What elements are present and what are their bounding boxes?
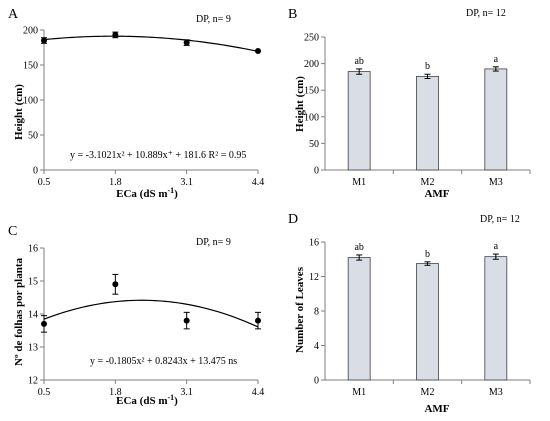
panel-d-y-tick-label: 8	[314, 307, 319, 318]
panel-b-x-tick-label: M3	[489, 177, 503, 188]
panel-b-sample-note: DP, n= 12	[466, 8, 506, 19]
panel-c-y-tick-label: 16	[28, 244, 38, 255]
panel-c: C DP, n= 9 Nº de folhas por planta ECa (…	[8, 224, 264, 407]
panel-c-y-tick-label: 15	[28, 277, 38, 288]
panel-a-data-point	[41, 37, 47, 44]
panel-c-data-point	[112, 281, 119, 288]
panel-a-trend-curve	[43, 35, 259, 52]
panel-b-bar	[484, 68, 508, 171]
panel-d-y-tick-label: 0	[314, 376, 319, 387]
panel-d-x-tick-label: M3	[489, 387, 503, 398]
panel-b-significance-letter: ab	[354, 56, 363, 67]
panel-a-y-tick-label: 150	[23, 61, 38, 72]
panel-a-sample-note: DP, n= 9	[196, 14, 231, 25]
panel-a-y-axis-label: Height (cm)	[13, 84, 25, 140]
panel-a-data-point	[183, 39, 190, 46]
panel-d-x-tick-label: M1	[352, 387, 366, 398]
panel-b-y-tick-label: 0	[314, 166, 319, 177]
panel-c-letter: C	[8, 224, 17, 239]
panel-a-y-tick-label: 100	[23, 96, 38, 107]
panel-a-data-point	[255, 48, 261, 54]
panel-b-x-tick-label: M2	[421, 177, 435, 188]
panel-b-significance-letter: b	[425, 61, 430, 72]
panel-c-x-axis-label: ECa (dS m-1)	[116, 393, 178, 407]
panel-c-y-tick-label: 14	[28, 310, 38, 321]
panel-a-x-tick-label: 0.5	[38, 177, 51, 188]
panel-c-trend-curve	[43, 299, 259, 328]
panel-d-y-tick-label: 16	[309, 238, 319, 249]
panel-d-letter: D	[288, 212, 298, 227]
panel-b-letter: B	[288, 7, 297, 22]
panel-c-data-point	[255, 317, 261, 324]
panel-d-y-axis-label: Number of Leaves	[294, 266, 306, 353]
panel-b-y-tick-label: 100	[304, 112, 319, 123]
panel-c-data-point	[41, 320, 47, 327]
panel-d-sample-note: DP, n= 12	[480, 214, 520, 225]
panel-a-y-tick-label: 200	[23, 26, 38, 37]
panel-c-y-axis-label: Nº de folhas por planta	[13, 258, 25, 366]
panel-c-sample-note: DP, n= 9	[196, 237, 231, 248]
panel-c-regression-equation: y = -0.1805x² + 0.8243x + 13.475 ns	[90, 356, 237, 367]
panel-b: B DP, n= 12 Height (cm) AMF 0 50 100 150 200…	[288, 7, 531, 200]
panel-a-regression-equation: y = -3.1021x² + 10.889x⁺ + 181.6 R² = 0.…	[70, 150, 246, 161]
panel-b-y-tick-label: 50	[309, 139, 319, 150]
panel-c-y-tick-label: 13	[28, 343, 38, 354]
panel-a-y-tick-label: 0	[33, 166, 38, 177]
panel-d-x-tick-label: M2	[421, 387, 435, 398]
panel-d-bar	[347, 257, 371, 381]
panel-a-y-tick-label: 50	[28, 131, 38, 142]
panel-a-letter: A	[8, 7, 19, 22]
panel-a-x-tick-label: 1.8	[109, 177, 122, 188]
panel-d-bar	[416, 263, 439, 381]
panel-a-data-point	[112, 31, 119, 38]
panel-d-bar	[484, 256, 508, 381]
panel-d: D DP, n= 12 Number of Leaves AMF 0 4 8 12 16…	[288, 212, 531, 415]
panel-b-y-tick-label: 250	[304, 33, 319, 44]
panel-d-significance-letter: ab	[354, 242, 363, 253]
panel-c-x-tick-label: 4.4	[252, 387, 265, 398]
panel-b-y-tick-label: 200	[304, 59, 319, 70]
panel-c-x-tick-label: 3.1	[180, 387, 193, 398]
panel-b-y-axis-label: Height (cm)	[294, 76, 306, 132]
panel-d-y-tick-label: 4	[314, 341, 319, 352]
panel-a-x-tick-label: 3.1	[180, 177, 193, 188]
panel-c-x-tick-label: 0.5	[38, 387, 51, 398]
panel-d-significance-letter: b	[425, 249, 430, 260]
panel-d-y-tick-label: 12	[309, 272, 319, 283]
panel-c-x-tick-label: 1.8	[109, 387, 122, 398]
panel-d-significance-letter: a	[494, 241, 499, 252]
panel-b-x-axis-label: AMF	[424, 188, 449, 200]
panel-c-data-point	[183, 317, 190, 324]
panel-b-x-tick-label: M1	[352, 177, 366, 188]
panel-c-y-tick-label: 12	[28, 376, 38, 387]
panel-b-bar	[347, 71, 371, 171]
panel-a: A DP, n= 9 Height (cm) ECa (dS m-1) y = …	[8, 7, 264, 200]
panel-a-x-tick-label: 4.4	[252, 177, 265, 188]
panel-b-significance-letter: a	[494, 54, 499, 65]
panel-d-x-axis-label: AMF	[424, 403, 449, 415]
panel-a-x-axis-label: ECa (dS m-1)	[116, 186, 178, 200]
panel-b-bar	[416, 75, 439, 171]
panel-b-y-tick-label: 150	[304, 86, 319, 97]
